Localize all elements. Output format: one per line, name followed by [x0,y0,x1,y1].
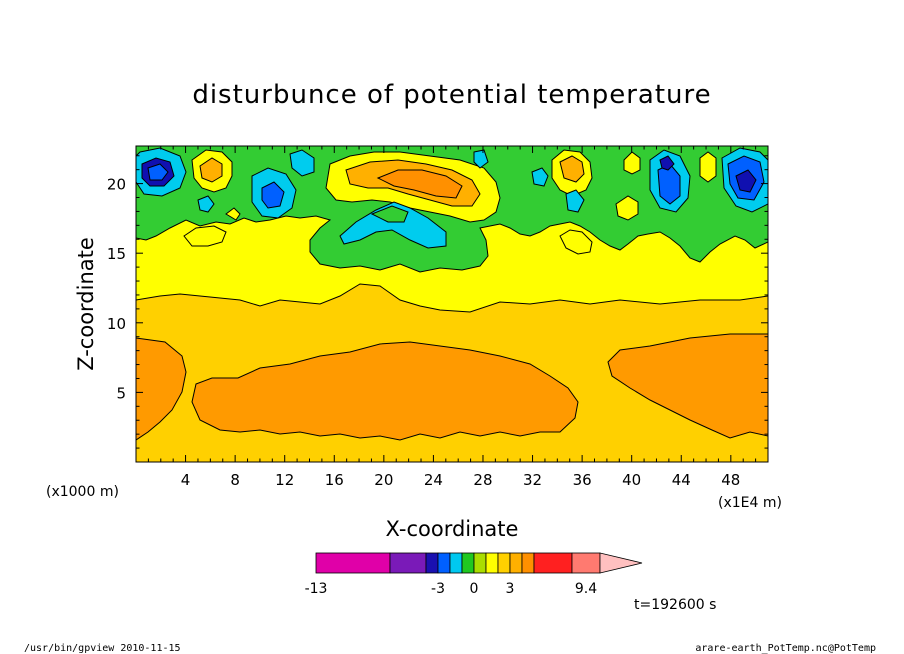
y-axis-unit: (x1000 m) [46,484,119,500]
colorbar-segment [425,552,439,574]
warm-core-right [559,155,585,183]
colorbar-label: 9.4 [575,581,597,597]
x-tick-label: 4 [181,471,191,489]
colorbar-segment [437,552,451,574]
colorbar-segment [449,552,463,574]
x-tick-label: 36 [573,471,592,489]
cold-core-right-3 [659,155,675,171]
yellow-patch-right-2 [559,229,593,255]
x-tick-label: 20 [374,471,393,489]
contour-field [136,146,768,462]
cold-region-center-top [370,205,409,223]
colorbar-label: -13 [305,581,328,597]
x-tick-label: 8 [230,471,240,489]
lower-left-warm-region [136,337,187,441]
cold-core-left-inner [147,163,169,181]
lower-right-warm-region [607,333,768,439]
yellow-patch-left [183,225,227,247]
x-axis-unit: (x1E4 m) [718,495,782,511]
cold-region-center-small [473,149,489,169]
colorbar-label: -3 [431,581,445,597]
yellow-patch-right-4 [699,151,717,183]
colorbar-segment [533,552,573,574]
footer-right: arare-earth_PotTemp.nc@PotTemp [695,643,876,654]
chart-title: disturbunce of potential temperature [192,80,711,110]
cold-region-left-3 [289,149,315,177]
x-tick-label: 12 [275,471,294,489]
colorbar-segment [389,552,427,574]
colorbar-segment [509,552,523,574]
cold-core-left-2 [261,181,285,209]
x-tick-label: 28 [473,471,492,489]
y-axis: 5 10 15 20 [107,155,768,449]
y-tick-label: 10 [107,315,126,333]
colorbar-segment [461,552,475,574]
x-axis-label: X-coordinate [386,517,519,541]
cold-region-left-4 [197,195,215,213]
colorbar-segment [521,552,535,574]
x-tick-label: 32 [523,471,542,489]
plot-frame [135,145,769,463]
yellow-patch-mid-left [225,207,241,221]
y-tick-label: 15 [107,245,126,263]
yellow-patch-right-3 [615,195,639,221]
colorbar-label: 3 [506,581,515,597]
cold-region-right-4 [531,167,549,187]
time-label: t=192600 s [634,597,716,613]
x-axis: 4 8 12 16 20 24 28 32 36 40 44 48 [147,146,757,489]
x-tick-label: 24 [424,471,443,489]
lower-center-warm-region [191,341,579,441]
y-axis-label: Z-coordinate [74,237,98,371]
y-tick-label: 5 [116,384,126,402]
colorbar-segment [473,552,487,574]
warm-core-left [199,157,223,183]
colorbar-extend-arrow [599,552,643,574]
x-tick-label: 48 [721,471,740,489]
colorbar-label: 0 [470,581,479,597]
colorbar-labels: -13 -3 0 3 9.4 [305,581,598,597]
colorbar-segment [485,552,499,574]
colorbar-segment [571,552,601,574]
x-tick-label: 16 [325,471,344,489]
x-tick-label: 40 [622,471,641,489]
x-tick-label: 44 [672,471,691,489]
footer-left: /usr/bin/gpview 2010-11-15 [24,643,181,654]
cold-region-right-1 [565,189,585,213]
colorbar-segment [497,552,511,574]
colorbar-segment [315,552,391,574]
warm-core-top-center-inner [376,169,463,199]
y-tick-label: 20 [107,176,126,194]
cold-region-center [339,201,447,249]
colorbar [315,552,643,574]
cold-core-right-2-inner [735,169,757,193]
